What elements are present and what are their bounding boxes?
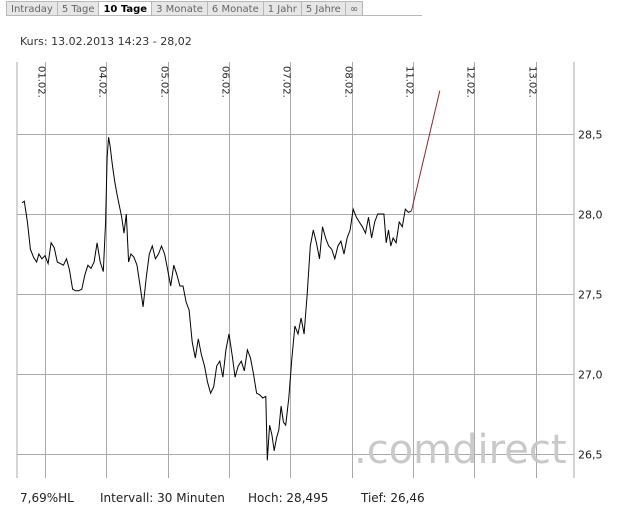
interval-value: Intervall: 30 Minuten	[100, 491, 225, 505]
tab-bar-line	[6, 15, 422, 16]
y-tick-label: 28,5	[578, 129, 603, 142]
y-tick-label: 28,0	[578, 209, 603, 222]
x-tick-label: 04.02.	[97, 66, 108, 98]
forecast-line	[411, 90, 441, 211]
x-axis-labels: 01.02. 04.02. 05.02. 06.02. 07.02. 08.02. 11.0…	[36, 66, 538, 98]
x-tick-label: 12.02.	[465, 66, 476, 98]
chart-series	[21, 90, 441, 461]
y-tick-label: 26,5	[578, 449, 603, 462]
chart-grid	[16, 62, 575, 478]
watermark-logo: .comdirect	[354, 427, 567, 473]
y-axis-labels: 26,5 27,0 27,5 28,0 28,5	[578, 129, 603, 462]
y-tick-label: 27,5	[578, 289, 603, 302]
x-tick-label: 08.02.	[343, 66, 354, 98]
x-tick-label: 11.02.	[404, 66, 415, 98]
x-tick-label: 07.02.	[281, 66, 292, 98]
high-value: Hoch: 28,495	[248, 491, 329, 505]
low-value: Tief: 26,46	[361, 491, 425, 505]
x-tick-label: 05.02.	[159, 66, 170, 98]
x-tick-label: 01.02.	[36, 66, 47, 98]
y-tick-label: 27,0	[578, 369, 603, 382]
x-tick-label: 06.02.	[220, 66, 231, 98]
x-tick-label: 13.02.	[527, 66, 538, 98]
price-line	[21, 137, 412, 461]
kurs-info: Kurs: 13.02.2013 14:23 - 28,02	[20, 35, 192, 48]
hl-value: 7,69%HL	[20, 491, 74, 505]
